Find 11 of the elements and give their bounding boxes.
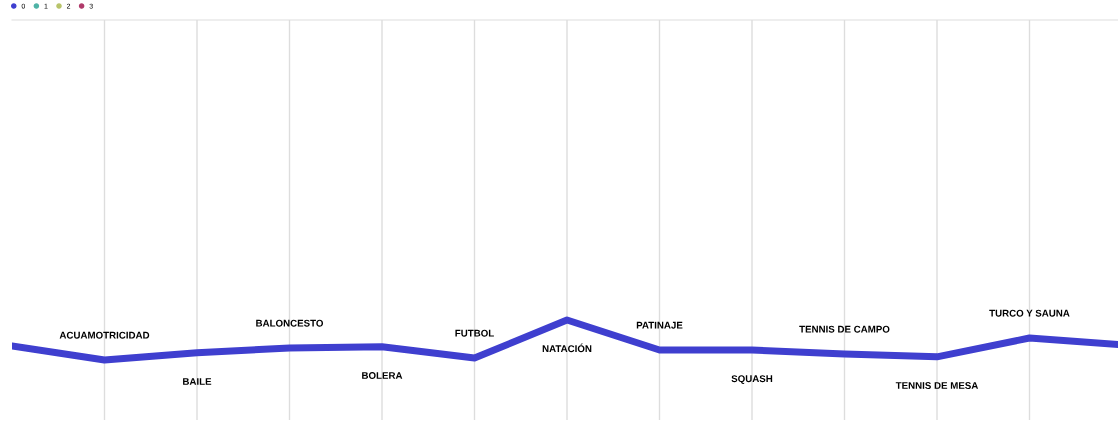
x-tick-label: FUTBOL — [455, 329, 494, 337]
x-tick-label: SQUASH — [731, 375, 773, 384]
x-tick-label: PATINAJE — [636, 321, 683, 329]
x-tick-label: TENNIS DE CAMPO — [799, 325, 890, 333]
x-tick-label: ACUAMOTRICIDAD — [59, 331, 150, 339]
x-tick-label: TURCO Y SAUNA — [989, 309, 1070, 317]
x-tick-label: TENNIS DE MESA — [895, 382, 979, 389]
x-tick-label: BALONCESTO — [256, 319, 324, 327]
x-tick-label: BAILE — [183, 378, 212, 385]
x-tick-label: NATACIÓN — [542, 343, 592, 353]
x-tick-label: BOLERA — [362, 372, 403, 379]
